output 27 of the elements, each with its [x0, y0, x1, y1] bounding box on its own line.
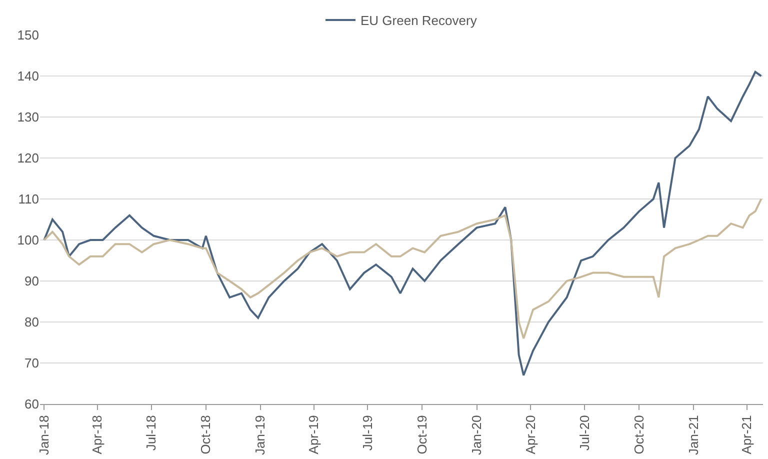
- y-tick-label: 70: [24, 356, 39, 371]
- x-tick-label: Apr-19: [306, 415, 322, 454]
- line-series: [43, 70, 762, 376]
- y-tick-label: 140: [17, 68, 39, 84]
- y-tick-label: 130: [17, 110, 39, 125]
- x-tick-label: Jul-20: [576, 415, 592, 451]
- y-tick-label: 60: [24, 396, 39, 412]
- line-series: [43, 198, 762, 340]
- y-tick-label: 120: [17, 150, 39, 166]
- x-tick-label: Oct-20: [631, 415, 646, 454]
- y-tick-label: 90: [24, 274, 39, 289]
- x-tick-label: Oct-19: [414, 415, 430, 454]
- x-tick-label: Oct-18: [198, 415, 214, 454]
- x-tick-label: Jan-19: [252, 415, 268, 455]
- legend-label: EU Green Recovery: [360, 13, 478, 28]
- x-tick-label: Jan-18: [36, 415, 52, 455]
- x-tick-label: Apr-20: [522, 415, 538, 454]
- x-tick-label: Jul-19: [360, 415, 375, 451]
- x-tick-label: Apr-18: [90, 415, 105, 454]
- x-tick-label: Jan-21: [686, 415, 701, 455]
- y-tick-label: 150: [17, 28, 39, 43]
- y-tick-label: 80: [24, 314, 39, 330]
- y-tick-label: 110: [18, 192, 39, 207]
- x-tick-label: Apr-21: [739, 415, 754, 454]
- y-tick-label: 100: [17, 232, 39, 248]
- x-tick-label: Jul-18: [144, 415, 159, 451]
- x-tick-label: Jan-20: [468, 415, 484, 455]
